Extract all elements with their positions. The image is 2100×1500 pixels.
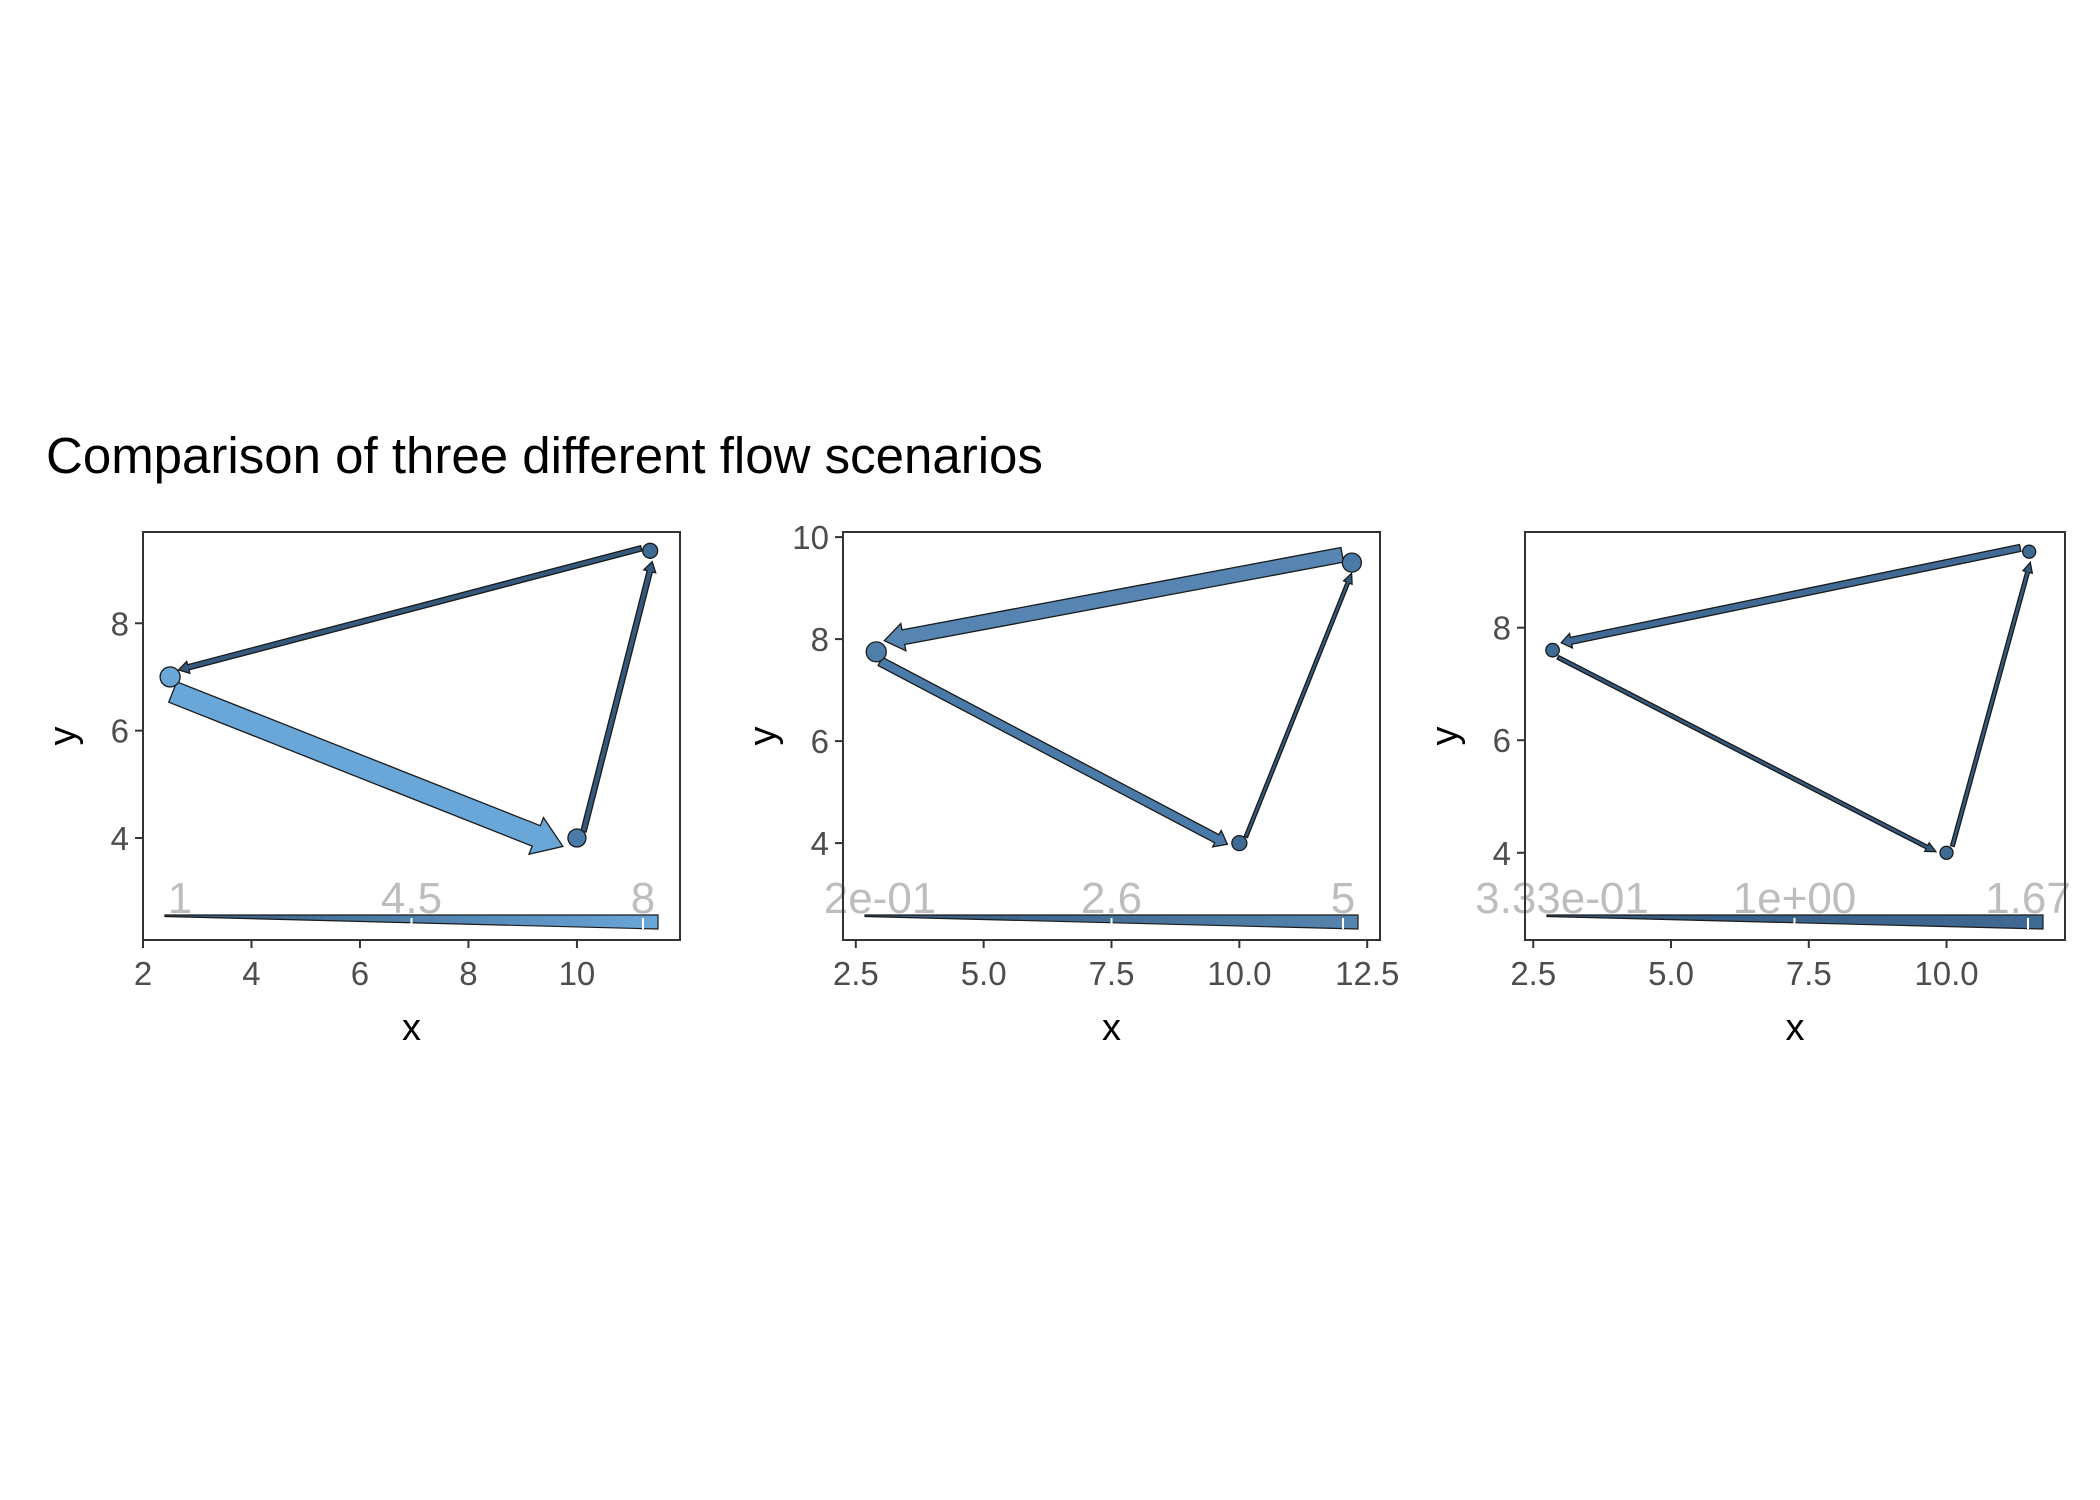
flow-arrow-3 [883, 546, 1345, 652]
y-tick-label: 10 [792, 519, 829, 556]
nodes [1545, 544, 2037, 860]
node-point-1 [1545, 642, 1560, 658]
y-tick-label: 6 [111, 713, 129, 750]
y-axis-title: y [42, 727, 84, 746]
x-tick-label: 7.5 [1786, 955, 1832, 992]
y-tick-label: 4 [111, 820, 129, 857]
flow-legend: 1 4.5 8 [164, 874, 659, 930]
x-axis: 2.5 5.0 7.5 10.0 x [1510, 940, 1979, 1049]
x-tick-label: 5.0 [1648, 955, 1694, 992]
node-point-1 [159, 666, 181, 688]
y-tick-label: 8 [811, 621, 829, 658]
x-axis-title: x [1102, 1007, 1121, 1049]
x-tick-label: 10 [559, 955, 596, 992]
flow-arrow-2 [1243, 571, 1353, 839]
legend-label: 1 [168, 874, 192, 923]
flow-legend: 2e-01 2.6 5 [824, 874, 1359, 930]
y-axis: 4 6 8 10 y [742, 519, 843, 862]
panel-border [1524, 531, 2066, 941]
y-axis-title: y [742, 727, 784, 746]
x-axis-title: x [1786, 1007, 1805, 1049]
x-tick-label: 2.5 [1510, 955, 1556, 992]
flows [1556, 543, 2034, 853]
y-tick-label: 8 [1493, 610, 1511, 647]
x-tick-label: 6 [351, 955, 369, 992]
legend-label: 2.6 [1081, 874, 1142, 923]
flow-arrow-2 [580, 560, 657, 833]
legend-label: 5 [1331, 874, 1355, 923]
x-axis: 2.5 5.0 7.5 10.0 12.5 x [833, 940, 1399, 1049]
legend-label: 3.33e-01 [1475, 874, 1649, 923]
legend-label: 1e+00 [1733, 874, 1857, 923]
x-tick-label: 10.0 [1914, 955, 1978, 992]
flow-arrow-3 [177, 544, 643, 675]
y-tick-label: 4 [1493, 835, 1511, 872]
node-point-2 [567, 828, 587, 848]
x-tick-label: 4 [242, 955, 260, 992]
flow-arrow-1 [877, 656, 1229, 848]
flow-arrow-2 [1949, 560, 2034, 848]
flow-legend: 3.33e-01 1e+00 1.67 [1475, 874, 2071, 930]
node-point-2 [1939, 845, 1954, 860]
y-axis: 4 6 8 y [42, 605, 143, 857]
plot-title: Comparison of three different flow scena… [46, 427, 1043, 484]
node-point-3 [1341, 552, 1363, 573]
x-axis: 2 4 6 8 10 x [134, 940, 595, 1049]
node-point-3 [642, 542, 659, 559]
y-tick-label: 6 [811, 723, 829, 760]
x-tick-label: 10.0 [1207, 955, 1271, 992]
node-point-3 [2022, 544, 2037, 559]
y-tick-label: 8 [111, 605, 129, 642]
node-point-2 [1231, 834, 1248, 852]
legend-label: 2e-01 [824, 874, 937, 923]
nodes [865, 552, 1363, 852]
y-tick-label: 4 [811, 825, 829, 862]
y-axis-title: y [1424, 727, 1466, 746]
panel-2: 2e-01 2.6 5 2.5 5.0 7.5 10.0 12.5 x 4 6 8 10 y [742, 519, 1399, 1049]
legend-label: 4.5 [381, 874, 442, 923]
flows [877, 546, 1353, 848]
legend-label: 1.67 [1985, 874, 2071, 923]
flow-arrow-3 [1560, 543, 2022, 650]
y-axis: 4 6 8 y [1424, 610, 1525, 872]
x-tick-label: 8 [459, 955, 477, 992]
flow-arrow-1 [167, 680, 564, 856]
x-tick-label: 5.0 [961, 955, 1007, 992]
x-axis-title: x [402, 1007, 421, 1049]
x-tick-label: 2 [134, 955, 152, 992]
flow-arrow-1 [1556, 654, 1938, 853]
node-point-1 [865, 641, 887, 663]
flows [167, 544, 657, 856]
nodes [159, 542, 659, 848]
x-tick-label: 7.5 [1089, 955, 1135, 992]
x-tick-label: 12.5 [1335, 955, 1399, 992]
legend-label: 8 [631, 874, 655, 923]
panel-border [142, 531, 681, 941]
panel-3: 3.33e-01 1e+00 1.67 2.5 5.0 7.5 10.0 x 4 6 8 y [1424, 531, 2071, 1049]
x-tick-label: 2.5 [833, 955, 879, 992]
y-tick-label: 6 [1493, 722, 1511, 759]
